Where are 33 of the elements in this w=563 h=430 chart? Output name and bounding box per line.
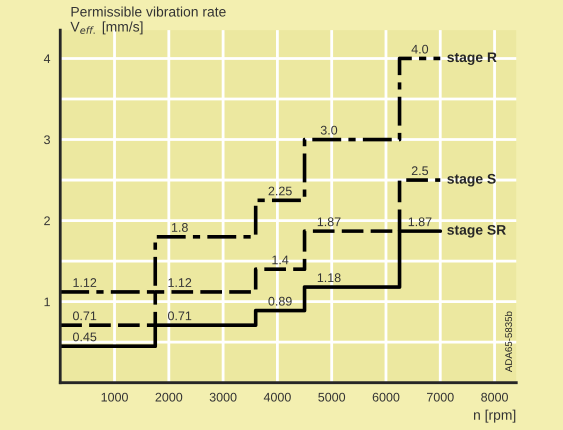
data-label: 1.8 (172, 223, 188, 232)
x-tick-label: 7000 (427, 392, 454, 402)
y-tick-label: 1 (44, 298, 50, 306)
y-axis-title: Permissible vibration rate V$_{eff.}$ [mm/s] (70, 6, 226, 34)
series-label: stage R (447, 52, 497, 65)
series-label: stage S (447, 174, 496, 187)
y-tick-label: 3 (44, 135, 50, 144)
data-label: 0.71 (72, 311, 96, 320)
data-label: 2.25 (268, 186, 292, 196)
data-label: 1.12 (73, 278, 96, 287)
x-tick-label: 6000 (372, 392, 400, 402)
data-label: 3.0 (320, 126, 338, 135)
x-tick-label: 5000 (318, 392, 346, 402)
data-label: 1.4 (272, 256, 288, 264)
data-label: 4.0 (412, 44, 428, 54)
data-label: 1.18 (318, 273, 341, 282)
x-tick-label: 8000 (481, 392, 508, 402)
data-label: 0.89 (268, 296, 292, 306)
x-tick-label: 4000 (264, 392, 291, 402)
x-tick-label: 2000 (156, 392, 182, 402)
data-label: 0.45 (72, 332, 96, 342)
y-tick-label: 4 (44, 54, 50, 63)
data-label: 1.87 (318, 217, 341, 226)
annotation: ADA65-5835b (504, 311, 512, 372)
x-axis-title: n [rpm] (474, 410, 516, 423)
x-tick-label: 1000 (102, 392, 128, 402)
data-label: 0.71 (168, 311, 192, 320)
x-tick-label: 3000 (210, 392, 237, 402)
y-tick-label: 2 (44, 216, 50, 226)
data-label: 1.87 (408, 217, 432, 226)
data-label: 2.5 (412, 166, 428, 176)
data-label: 1.12 (168, 278, 192, 287)
series-label: stage SR (447, 224, 506, 238)
